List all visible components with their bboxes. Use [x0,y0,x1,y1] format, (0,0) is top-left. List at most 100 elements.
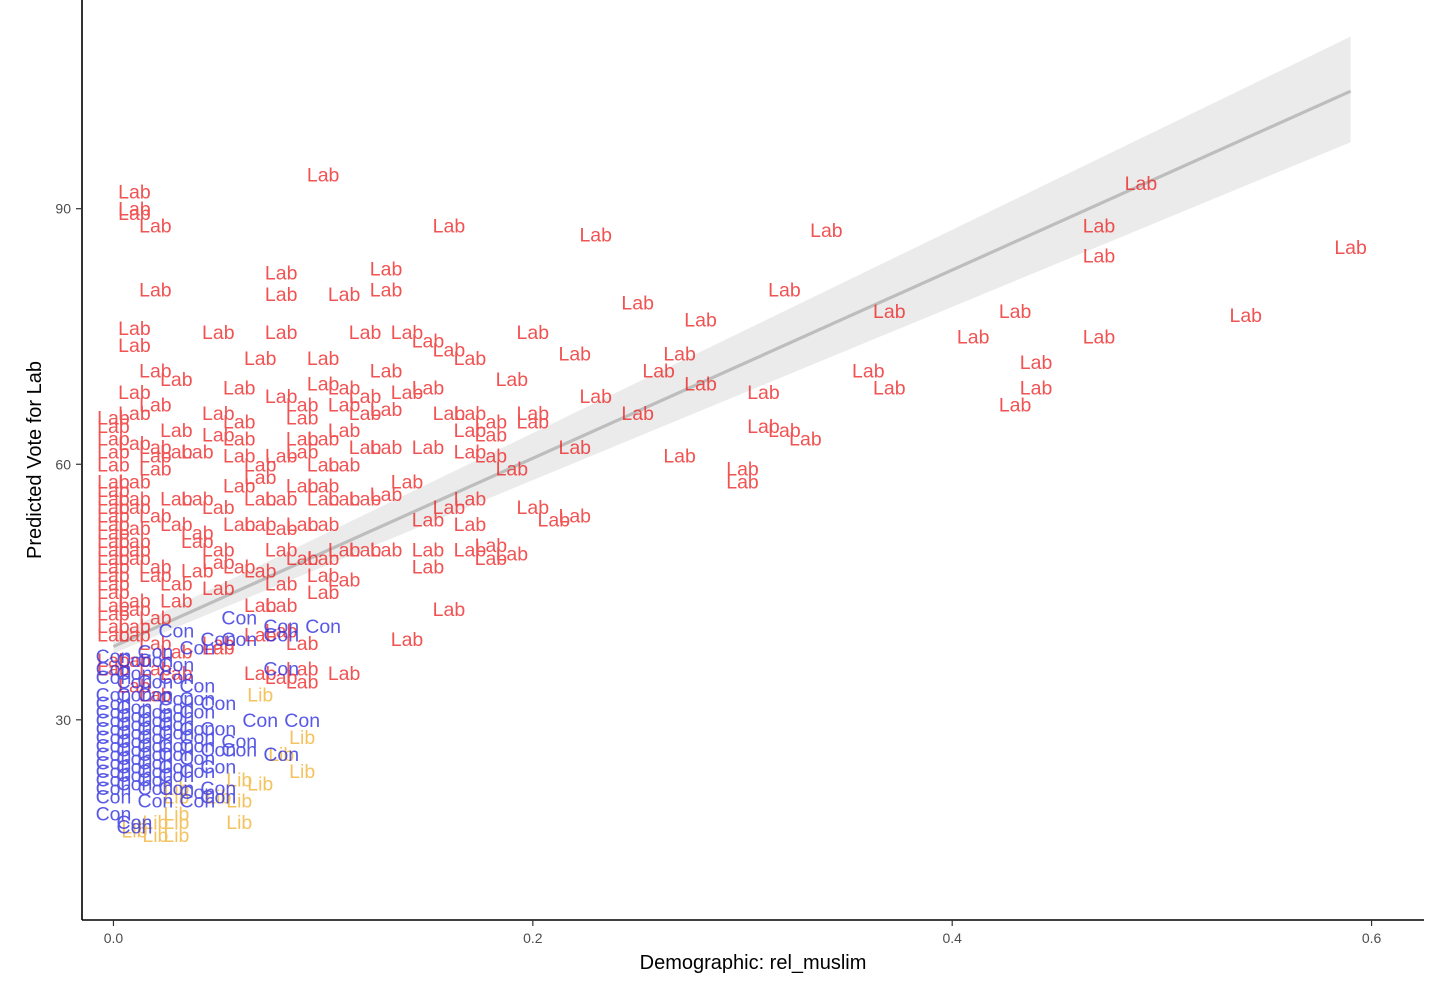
data-point-lab: Lab [223,412,256,434]
data-point-lab: Lab [873,301,906,323]
data-point-lab: Lab [328,569,361,591]
data-point-lab: Lab [475,446,508,468]
data-point-con: Con [96,761,132,783]
data-point-lib: Lib [163,825,189,847]
data-point-lab: Lab [349,437,382,459]
data-point-con: Con [179,791,215,813]
y-tick-label: 30 [55,712,71,728]
data-point-lab: Lab [97,454,130,476]
data-point-lab: Lab [97,497,130,519]
data-point-lab: Lab [307,476,340,498]
data-point-lab: Lab [139,446,172,468]
fit-line [112,89,1352,649]
data-point-lab: Lab [202,578,235,600]
data-point-con: Con [96,778,132,800]
data-point-con: Con [138,650,174,672]
data-point-lab: Lab [202,633,235,655]
data-point-lab: Lab [244,625,277,647]
data-point-lab: Lab [97,574,130,596]
data-point-lab: Lab [328,395,361,417]
x-axis-ticks: 0.0 0.2 0.4 0.6 [104,920,1382,946]
data-point-lab: Lab [286,441,319,463]
data-point-lab: Lab [328,663,361,685]
data-point-con: Con [96,744,132,766]
data-point-lab: Lab [97,650,130,672]
data-point-lab: Lab [370,484,403,506]
data-point-lab: Lab [538,510,571,532]
data-point-lib: Lib [142,825,168,847]
data-point-lab: Lab [118,203,151,225]
data-point-lib: Lib [226,812,252,834]
data-point-lab: Lab [97,616,130,638]
data-point-lab: Lab [181,561,214,583]
data-point-con: Con [117,812,153,834]
data-point-lib: Lib [247,684,273,706]
data-point-con: Con [96,727,132,749]
data-point-lab: Lab [433,497,466,519]
data-point-lab: Lab [97,603,130,625]
data-point-lab: Lab [307,514,340,536]
data-point-con: Con [138,727,174,749]
data-point-lab: Lab [642,361,675,383]
data-point-lab: Lab [433,216,466,238]
data-point-con: Con [117,816,153,838]
x-tick-label: 0.0 [104,930,124,946]
data-point-lab: Lab [286,429,319,451]
data-point-lab: Lab [684,309,717,331]
data-point-lab: Lab [202,552,235,574]
data-point-lab: Lab [286,476,319,498]
data-point-con: Con [96,752,132,774]
data-point-lab: Lab [328,420,361,442]
data-point-con: Con [138,642,174,664]
x-tick-label: 0.4 [942,930,962,946]
data-point-lab: Lab [97,441,130,463]
x-axis-title: Demographic: rel_muslim [640,952,867,974]
data-point-lab: Lab [286,407,319,429]
data-point-con: Con [158,757,194,779]
data-point-lib: Lib [142,812,168,834]
data-point-lab: Lab [663,344,696,366]
data-point-lab: Lab [139,505,172,527]
data-point-lab: Lab [307,373,340,395]
data-point-lab: Lab [349,539,382,561]
data-point-con: Con [200,629,236,651]
data-point-lab: Lab [391,382,424,404]
data-point-lab: Lab [244,595,277,617]
data-point-lab: Lab [307,582,340,604]
data-point-lab: Lab [747,416,780,438]
data-point-lab: Lab [97,514,130,536]
data-point-con: Con [263,616,299,638]
data-point-con: Con [117,663,153,685]
data-point-lab: Lab [97,659,130,681]
data-point-con: Con [138,671,174,693]
data-point-lib: Lib [163,804,189,826]
data-point-lab: Lab [454,420,487,442]
data-point-con: Con [179,689,215,711]
data-point-lab: Lab [412,378,445,400]
data-point-lab: Lab [160,420,193,442]
data-point-lab: Lab [139,216,172,238]
data-point-lab: Lab [307,165,340,187]
data-point-lab: Lab [97,565,130,587]
data-point-lab: Lab [286,548,319,570]
data-point-lab: Lab [265,284,298,306]
data-point-lab: Lab [454,488,487,510]
data-point-lab: Lab [139,659,172,681]
data-point-lab: Lab [97,429,130,451]
data-point-lab: Lab [412,510,445,532]
data-point-lab: Lab [412,539,445,561]
data-point-con: Con [158,744,194,766]
data-point-lab: Lab [160,642,193,664]
data-point-con: Con [138,735,174,757]
data-point-lab: Lab [139,556,172,578]
data-point-lab: Lab [265,539,298,561]
data-point-lab: Lab [726,459,759,481]
data-point-con: Con [96,684,132,706]
data-point-lab: Lab [286,514,319,536]
data-point-lab: Lab [370,437,403,459]
data-point-lab: Lab [579,386,612,408]
confidence-band [113,36,1351,654]
data-point-con: Con [138,752,174,774]
data-point-lab: Lab [97,488,130,510]
